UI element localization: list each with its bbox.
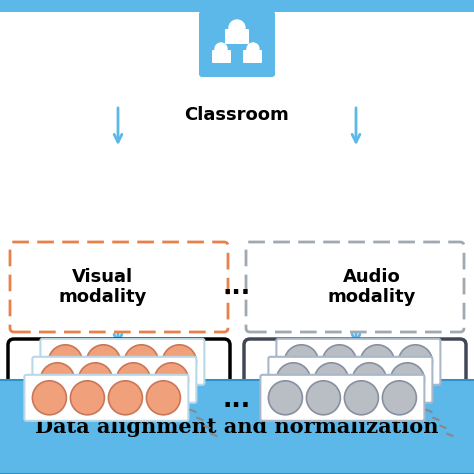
Circle shape (117, 363, 150, 397)
FancyBboxPatch shape (243, 50, 262, 63)
FancyBboxPatch shape (260, 375, 424, 421)
FancyBboxPatch shape (246, 242, 464, 332)
Circle shape (215, 43, 227, 55)
Circle shape (314, 363, 348, 397)
Circle shape (163, 345, 196, 379)
Text: Visual
vectors: Visual vectors (84, 473, 154, 474)
Circle shape (78, 363, 112, 397)
FancyBboxPatch shape (10, 242, 228, 332)
Circle shape (48, 345, 82, 379)
Text: ...: ... (223, 388, 251, 412)
Circle shape (352, 363, 386, 397)
FancyBboxPatch shape (225, 29, 249, 44)
Text: Data alignment and normalization: Data alignment and normalization (35, 417, 439, 437)
Circle shape (155, 363, 188, 397)
Circle shape (284, 345, 319, 379)
Circle shape (146, 381, 181, 415)
Circle shape (268, 381, 302, 415)
FancyBboxPatch shape (212, 50, 231, 63)
Text: Classroom: Classroom (185, 106, 289, 124)
FancyBboxPatch shape (40, 339, 204, 385)
Circle shape (276, 363, 310, 397)
Circle shape (306, 381, 340, 415)
Circle shape (32, 381, 66, 415)
Circle shape (229, 20, 245, 36)
FancyBboxPatch shape (24, 375, 188, 421)
Circle shape (360, 345, 394, 379)
FancyBboxPatch shape (0, 0, 474, 12)
Text: Audio
modality: Audio modality (328, 268, 416, 306)
Circle shape (124, 345, 158, 379)
Text: Visual
modality: Visual modality (58, 268, 146, 306)
Circle shape (40, 363, 74, 397)
Circle shape (86, 345, 120, 379)
Circle shape (109, 381, 142, 415)
FancyBboxPatch shape (199, 11, 275, 77)
Circle shape (383, 381, 416, 415)
FancyBboxPatch shape (268, 357, 432, 403)
FancyBboxPatch shape (8, 339, 230, 461)
Circle shape (399, 345, 432, 379)
FancyBboxPatch shape (244, 339, 466, 461)
Circle shape (322, 345, 356, 379)
FancyBboxPatch shape (0, 380, 474, 474)
FancyBboxPatch shape (32, 357, 196, 403)
Circle shape (391, 363, 424, 397)
Circle shape (345, 381, 378, 415)
Circle shape (247, 43, 259, 55)
Text: ...: ... (223, 275, 251, 299)
Circle shape (71, 381, 104, 415)
Text: Audio
vectors: Audio vectors (320, 473, 390, 474)
FancyBboxPatch shape (276, 339, 440, 385)
